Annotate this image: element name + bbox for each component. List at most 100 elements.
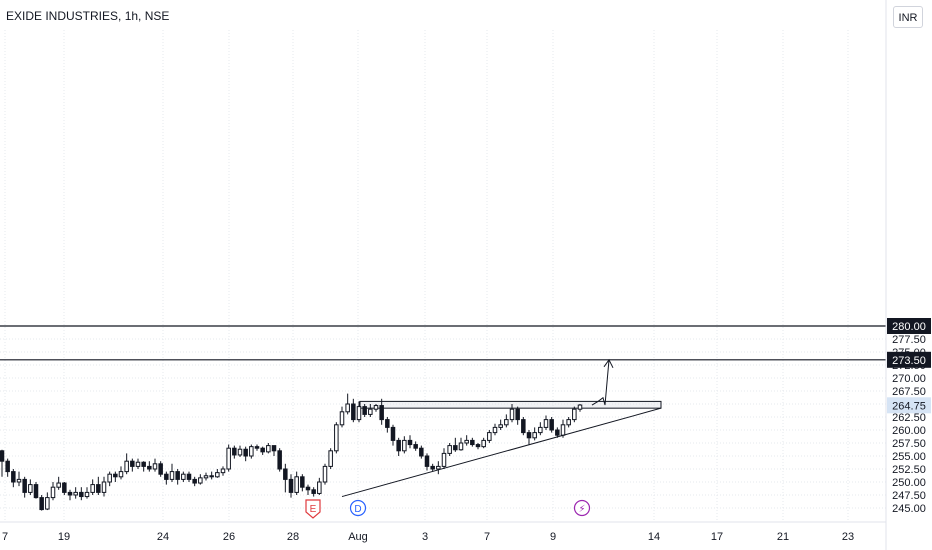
- candle: [266, 443, 271, 454]
- candle: [28, 479, 33, 495]
- currency-button[interactable]: INR: [893, 6, 923, 28]
- candle-body: [351, 403, 356, 421]
- candle: [107, 471, 112, 487]
- time-tick-label: 28: [287, 531, 299, 543]
- candle-body: [385, 419, 390, 428]
- candle-body: [532, 432, 537, 439]
- candle-body: [430, 465, 435, 470]
- candle-body: [215, 472, 220, 478]
- horizontal-line-label-bg: [887, 351, 931, 368]
- candle-body: [16, 478, 22, 483]
- candle: [164, 471, 169, 485]
- candle-body: [288, 478, 294, 493]
- candles: [0, 393, 583, 511]
- candle-body: [436, 465, 441, 470]
- candle: [487, 430, 492, 443]
- candle: [430, 463, 435, 472]
- candle-body: [543, 419, 549, 428]
- event-markers[interactable]: E D ⚡: [305, 499, 591, 519]
- candle: [169, 463, 175, 482]
- candle: [186, 471, 192, 482]
- candle-body: [141, 461, 146, 467]
- price-axis[interactable]: 245.00247.50250.00252.50255.00257.50260.…: [885, 0, 931, 550]
- candle: [33, 482, 39, 499]
- candle: [130, 458, 135, 472]
- candle-body: [572, 408, 577, 421]
- candle: [198, 474, 203, 485]
- candle: [118, 466, 124, 480]
- last-price-label: 264.75: [892, 400, 926, 412]
- candle: [215, 469, 220, 478]
- candle: [209, 471, 214, 480]
- resistance-zone[interactable]: [359, 400, 662, 409]
- candle-body: [509, 408, 515, 421]
- candle-body: [447, 445, 452, 454]
- time-tick-label: 14: [648, 531, 660, 543]
- candle: [521, 417, 526, 436]
- candle: [254, 444, 260, 451]
- candle-body: [283, 468, 288, 480]
- candle-body: [0, 450, 5, 462]
- candle: [390, 424, 396, 446]
- time-tick-label: 23: [842, 531, 854, 543]
- candle: [362, 404, 367, 417]
- candle: [475, 443, 481, 450]
- candle-body: [186, 473, 192, 480]
- candle-body: [504, 419, 509, 426]
- candle: [436, 461, 441, 475]
- candle-body: [84, 491, 90, 498]
- candle-body: [362, 406, 367, 415]
- candle-body: [419, 447, 424, 457]
- candle-body: [390, 426, 396, 441]
- candle: [328, 448, 333, 469]
- candle-body: [192, 478, 197, 484]
- candle-body: [147, 465, 152, 470]
- candle-body: [50, 486, 56, 499]
- candle: [50, 482, 56, 501]
- candle-body: [521, 419, 526, 434]
- candle-body: [368, 408, 373, 415]
- candle-body: [107, 473, 112, 483]
- candle: [294, 471, 299, 495]
- candle: [538, 422, 543, 436]
- candle-body: [158, 463, 163, 475]
- candle-body: [181, 473, 186, 480]
- candle: [498, 419, 503, 430]
- candle: [271, 445, 277, 456]
- candle: [385, 417, 390, 433]
- time-axis[interactable]: 7 19 24 26 28 Aug 3 7 9 14 17 21 23: [0, 521, 886, 543]
- earnings-event-icon: E: [305, 499, 321, 519]
- lightning-event-label: ⚡: [578, 504, 585, 515]
- candle-body: [39, 497, 44, 511]
- candle: [175, 469, 180, 485]
- candle-body: [220, 468, 226, 474]
- candle-body: [237, 448, 243, 456]
- candle: [356, 401, 362, 423]
- candle-body: [402, 439, 407, 452]
- candle: [158, 461, 163, 477]
- candle: [192, 476, 197, 487]
- candle-body: [67, 491, 73, 496]
- candle: [481, 437, 486, 449]
- candle-body: [277, 450, 282, 470]
- candle: [373, 404, 379, 412]
- candle: [277, 448, 282, 472]
- candle: [577, 404, 583, 412]
- candle-body: [339, 411, 345, 426]
- candle: [62, 482, 67, 495]
- candle-body: [113, 473, 118, 478]
- drawings[interactable]: [0, 325, 886, 498]
- candle: [526, 430, 532, 445]
- candle: [135, 458, 141, 469]
- candle: [441, 448, 447, 469]
- candle-body: [453, 445, 458, 451]
- candle: [101, 476, 107, 497]
- candle-body: [232, 447, 237, 456]
- time-tick-label: 3: [422, 531, 428, 543]
- price-tick-label: 267.50: [892, 386, 926, 398]
- time-tick-label: 19: [58, 531, 70, 543]
- price-tick-label: 255.00: [892, 451, 926, 463]
- candle: [152, 458, 158, 472]
- projection-path: [591, 359, 610, 406]
